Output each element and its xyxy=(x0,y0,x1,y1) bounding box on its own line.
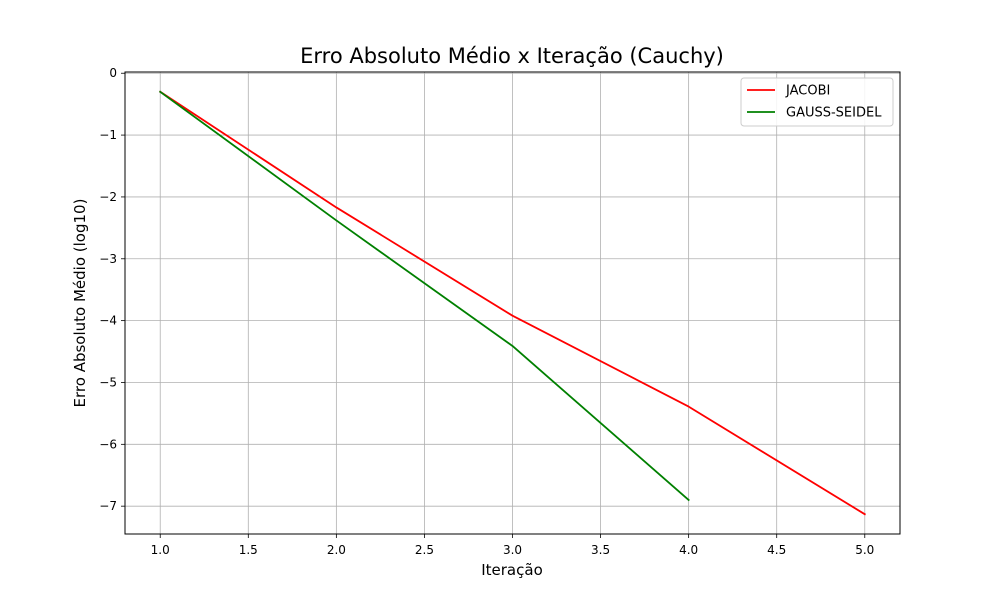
y-tick-label: −7 xyxy=(99,499,117,513)
y-tick-label: −3 xyxy=(99,252,117,266)
legend: JACOBI GAUSS-SEIDEL xyxy=(740,77,894,127)
y-axis-label: Erro Absoluto Médio (log10) xyxy=(71,199,89,408)
series-line-jacobi xyxy=(158,90,867,516)
legend-box xyxy=(740,77,894,127)
legend-label: GAUSS-SEIDEL xyxy=(786,106,882,121)
x-tick-label: 5.0 xyxy=(855,543,874,557)
grid xyxy=(125,72,900,534)
legend-label: JACOBI xyxy=(785,84,830,99)
x-tick-label: 1.0 xyxy=(151,543,170,557)
y-tick-label: −1 xyxy=(99,128,117,142)
x-tick-label: 1.5 xyxy=(239,543,258,557)
series-line-gauss-seidel xyxy=(158,90,690,502)
y-axis-ticks: 0 −1 −2 −3 −4 −5 −6 −7 xyxy=(99,66,125,513)
series-lines xyxy=(158,90,867,516)
x-axis-label: Iteração xyxy=(481,561,543,579)
y-tick-label: 0 xyxy=(109,66,117,80)
y-tick-label: −5 xyxy=(99,375,117,389)
x-tick-label: 3.0 xyxy=(503,543,522,557)
y-tick-label: −2 xyxy=(99,190,117,204)
x-tick-label: 4.0 xyxy=(679,543,698,557)
x-axis-ticks: 1.0 1.5 2.0 2.5 3.0 3.5 4.0 4.5 5.0 xyxy=(151,534,874,557)
y-tick-label: −6 xyxy=(99,437,117,451)
chart-title: Erro Absoluto Médio x Iteração (Cauchy) xyxy=(300,44,724,68)
y-tick-label: −4 xyxy=(99,314,117,328)
x-tick-label: 2.5 xyxy=(415,543,434,557)
x-tick-label: 4.5 xyxy=(767,543,786,557)
x-tick-label: 2.0 xyxy=(327,543,346,557)
x-tick-label: 3.5 xyxy=(591,543,610,557)
